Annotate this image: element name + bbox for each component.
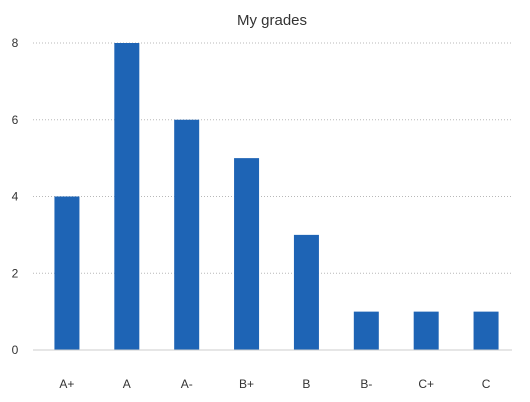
x-tick-label: A+ (59, 377, 74, 391)
x-tick-label: B+ (239, 377, 254, 391)
y-tick-label: 2 (12, 266, 19, 280)
x-tick-label: C+ (418, 377, 434, 391)
bars (54, 43, 499, 350)
bar-A (114, 43, 140, 350)
y-tick-label: 6 (12, 113, 19, 127)
bar-B- (353, 311, 379, 350)
bar-A- (174, 119, 200, 350)
x-tick-label: C (482, 377, 491, 391)
bar-B (293, 234, 319, 350)
x-axis-ticks: A+ A A- B+ B B- C+ C (59, 377, 490, 391)
gridlines (33, 42, 512, 274)
x-tick-label: A- (181, 377, 193, 391)
bar-C+ (413, 311, 439, 350)
bar-B+ (234, 158, 260, 350)
chart-title: My grades (237, 12, 307, 29)
y-tick-label: 0 (12, 343, 19, 357)
y-axis-ticks: 0 2 4 6 8 (12, 36, 19, 357)
x-tick-label: A (123, 377, 131, 391)
bar-A+ (54, 196, 80, 350)
y-tick-label: 4 (12, 190, 19, 204)
y-tick-label: 8 (12, 36, 19, 50)
x-tick-label: B (302, 377, 310, 391)
x-tick-label: B- (360, 377, 372, 391)
bar-C (473, 311, 499, 350)
